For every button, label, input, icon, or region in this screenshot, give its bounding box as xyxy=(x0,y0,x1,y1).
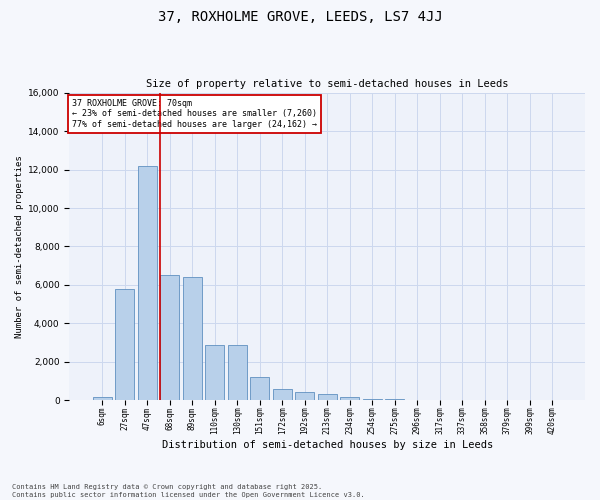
Bar xyxy=(115,289,134,401)
Bar xyxy=(272,389,292,400)
Bar xyxy=(228,344,247,401)
Text: 37 ROXHOLME GROVE: 70sqm
← 23% of semi-detached houses are smaller (7,260)
77% o: 37 ROXHOLME GROVE: 70sqm ← 23% of semi-d… xyxy=(72,98,317,128)
Bar xyxy=(250,378,269,400)
Bar xyxy=(93,396,112,400)
Text: Contains HM Land Registry data © Crown copyright and database right 2025.
Contai: Contains HM Land Registry data © Crown c… xyxy=(12,484,365,498)
Bar xyxy=(362,398,382,400)
Bar xyxy=(160,276,179,400)
Title: Size of property relative to semi-detached houses in Leeds: Size of property relative to semi-detach… xyxy=(146,79,508,89)
Bar xyxy=(138,166,157,400)
X-axis label: Distribution of semi-detached houses by size in Leeds: Distribution of semi-detached houses by … xyxy=(161,440,493,450)
Text: 37, ROXHOLME GROVE, LEEDS, LS7 4JJ: 37, ROXHOLME GROVE, LEEDS, LS7 4JJ xyxy=(158,10,442,24)
Bar xyxy=(205,344,224,401)
Y-axis label: Number of semi-detached properties: Number of semi-detached properties xyxy=(15,155,24,338)
Bar xyxy=(183,278,202,400)
Bar xyxy=(317,394,337,400)
Bar xyxy=(340,397,359,400)
Bar xyxy=(295,392,314,400)
